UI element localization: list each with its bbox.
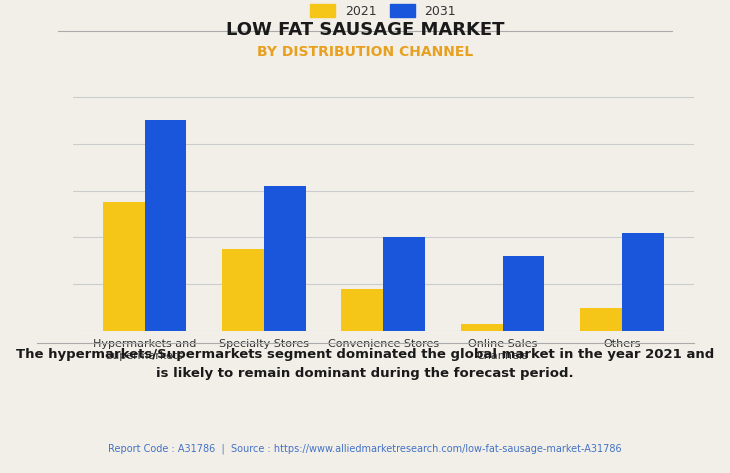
Text: The hypermarkets/Supermarkets segment dominated the global market in the year 20: The hypermarkets/Supermarkets segment do… <box>16 348 714 380</box>
Bar <box>383 237 425 331</box>
Bar <box>145 120 186 331</box>
Text: Report Code : A31786  |  Source : https://www.alliedmarketresearch.com/low-fat-s: Report Code : A31786 | Source : https://… <box>108 444 622 454</box>
Bar <box>502 256 545 331</box>
Bar <box>622 233 664 331</box>
Legend: 2021, 2031: 2021, 2031 <box>304 0 462 24</box>
Bar <box>103 202 145 331</box>
Bar <box>222 249 264 331</box>
Bar <box>264 186 306 331</box>
Text: BY DISTRIBUTION CHANNEL: BY DISTRIBUTION CHANNEL <box>257 45 473 59</box>
Text: LOW FAT SAUSAGE MARKET: LOW FAT SAUSAGE MARKET <box>226 21 504 39</box>
Bar <box>342 289 383 331</box>
Bar <box>461 324 502 331</box>
Bar <box>580 307 622 331</box>
